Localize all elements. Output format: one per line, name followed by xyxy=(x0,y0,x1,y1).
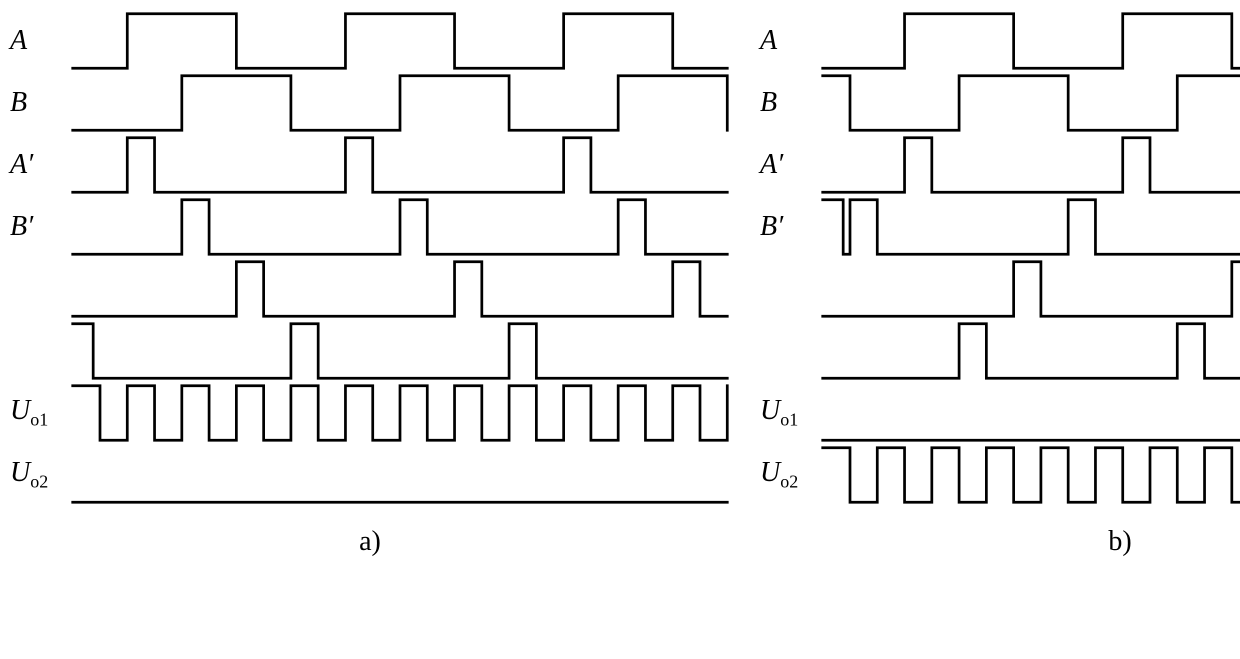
waveform xyxy=(820,321,1240,381)
waveform xyxy=(70,445,730,505)
signal-row: B xyxy=(10,72,730,134)
panel-caption: b) xyxy=(760,526,1240,558)
signal-label: B′ xyxy=(10,211,70,243)
signal-row: A′ xyxy=(10,134,730,196)
waveform xyxy=(820,383,1240,443)
waveform xyxy=(70,383,730,443)
signal-label: A xyxy=(760,25,820,57)
waveform xyxy=(820,445,1240,505)
signal-row: A′ xyxy=(760,134,1240,196)
signal-row: B′ xyxy=(10,196,730,258)
waveform xyxy=(70,73,730,133)
timing-diagram-container: ABA′B′Uo1Uo2a) ABA′B′Uo1Uo2b) xyxy=(0,0,1240,659)
waveform xyxy=(70,135,730,195)
signal-label: Uo1 xyxy=(760,395,820,431)
waveform xyxy=(820,73,1240,133)
waveform xyxy=(820,197,1240,257)
waveform xyxy=(70,259,730,319)
signal-label: B xyxy=(10,87,70,119)
signal-label: A′ xyxy=(760,149,820,181)
signal-label: Uo1 xyxy=(10,395,70,431)
signal-row: Uo2 xyxy=(10,444,730,506)
waveform xyxy=(70,11,730,71)
panel-caption: a) xyxy=(10,526,730,558)
waveform xyxy=(70,321,730,381)
signal-row xyxy=(10,320,730,382)
signal-row: A xyxy=(760,10,1240,72)
signal-row xyxy=(10,258,730,320)
signal-row xyxy=(760,258,1240,320)
waveform xyxy=(820,135,1240,195)
signal-label: Uo2 xyxy=(760,457,820,493)
signal-row: Uo1 xyxy=(10,382,730,444)
signal-label: B′ xyxy=(760,211,820,243)
waveform xyxy=(820,259,1240,319)
signal-row: A xyxy=(10,10,730,72)
signal-row xyxy=(760,320,1240,382)
signal-row: B′ xyxy=(760,196,1240,258)
signal-row: B xyxy=(760,72,1240,134)
waveform xyxy=(820,11,1240,71)
panel-a: AB A′ B′ Uo1 Uo2 a) xyxy=(0,0,750,659)
signal-row: Uo1 xyxy=(760,382,1240,444)
panel-b: AB A′ B′ Uo1 Uo2 b) xyxy=(750,0,1240,659)
signal-label: A′ xyxy=(10,149,70,181)
signal-label: Uo2 xyxy=(10,457,70,493)
signal-label: A xyxy=(10,25,70,57)
waveform xyxy=(70,197,730,257)
signal-row: Uo2 xyxy=(760,444,1240,506)
signal-label: B xyxy=(760,87,820,119)
